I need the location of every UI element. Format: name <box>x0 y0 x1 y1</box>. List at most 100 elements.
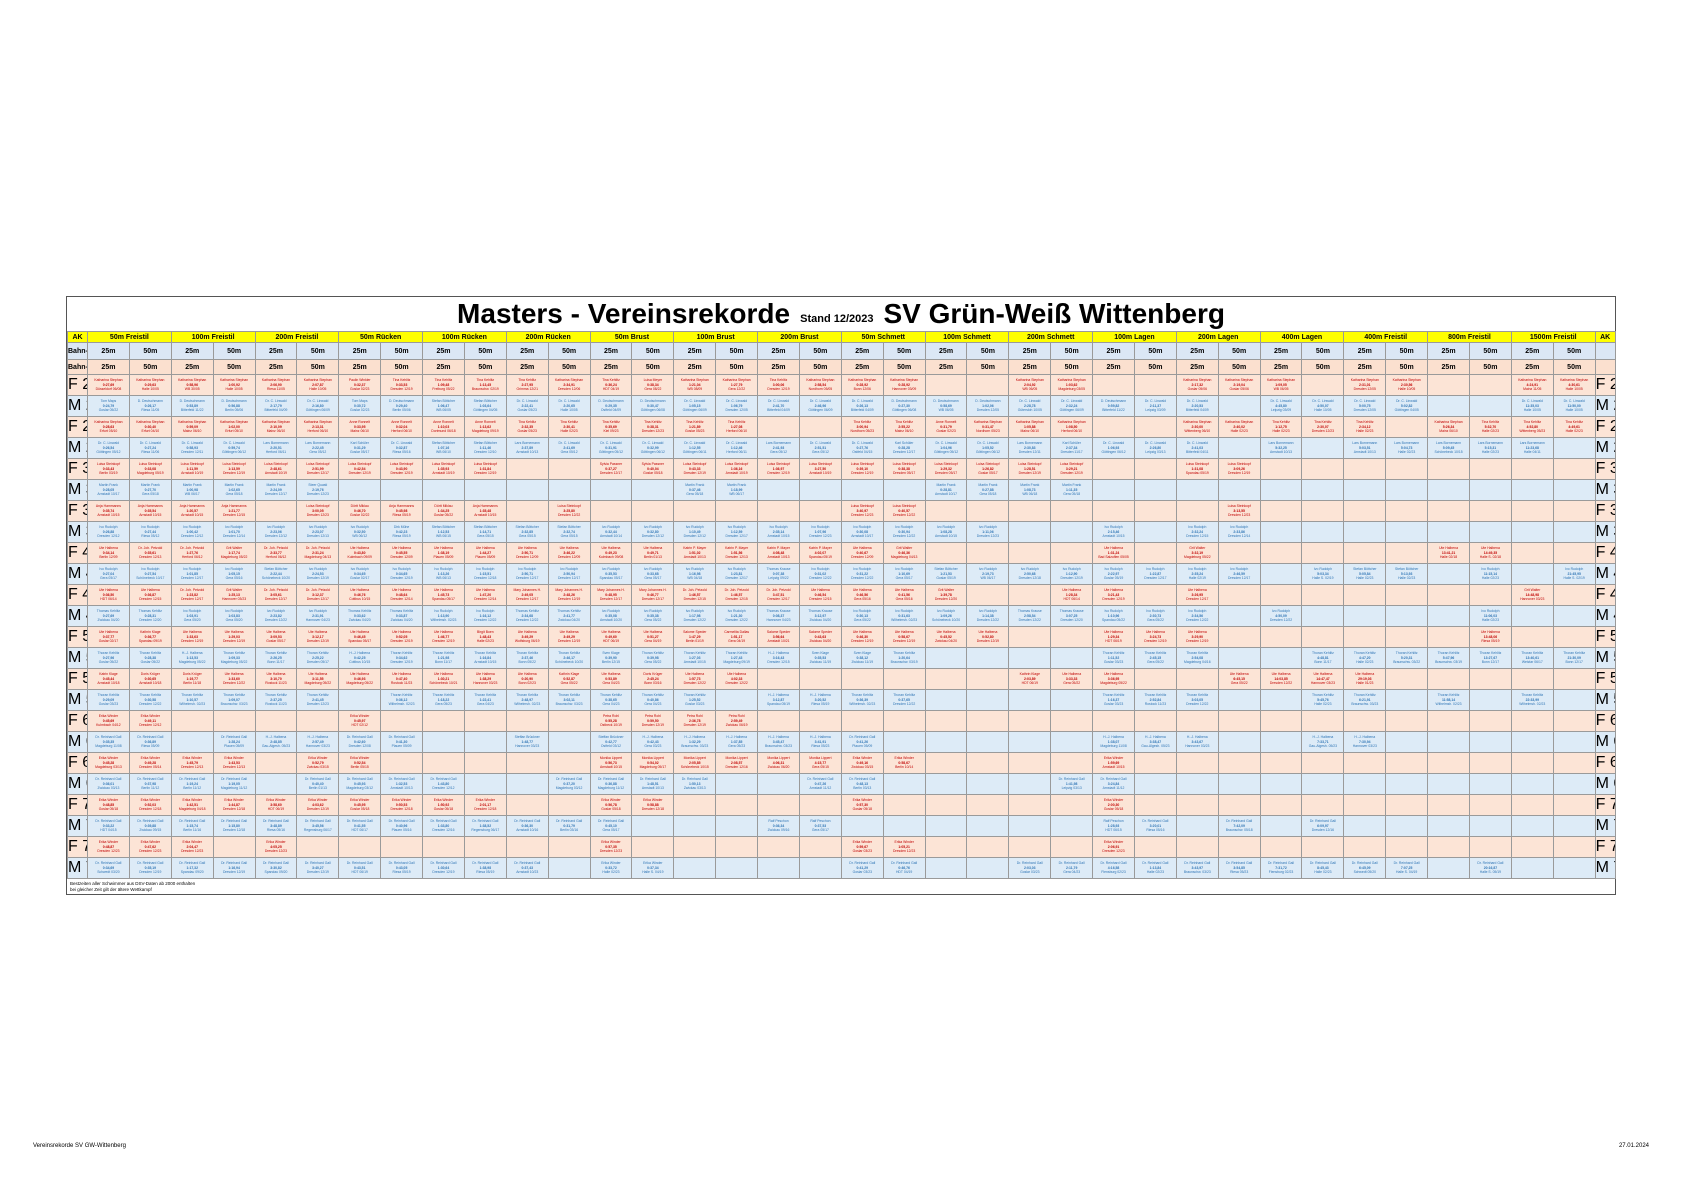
record-place: Dresden 12/19 <box>474 471 497 476</box>
record-cell <box>1385 668 1429 690</box>
record-place: Dresden 12/22 <box>976 618 1000 623</box>
record-time: 2:22,44 <box>270 571 282 576</box>
record-cell: Tina Kehlitz 0:33,53 Dresden 12/19 <box>380 374 424 396</box>
record-cell <box>1343 584 1387 606</box>
record-time: 0:26,54 <box>102 445 115 450</box>
record-name: Sven Klage <box>811 651 830 656</box>
record-cell: H.-J. Halbena 0:42,25 Cottbus 10/15 <box>338 647 382 669</box>
record-time: 1:38,52 <box>479 823 492 828</box>
record-cell: Tina Kehlitz 3:00,94 Nordhorn 05/23 <box>840 416 884 438</box>
record-cell: Katharina Stephan 1:03,62 Magdeburg 03/05 <box>1050 374 1094 396</box>
age-class-cell: M 70 <box>1594 815 1616 837</box>
record-cell: Dr. C. Linwald 5:02,82 Göttingen 04/05 <box>1385 395 1429 417</box>
record-name: D. Deutschmann <box>975 399 1001 404</box>
record-time: 0:31,22 <box>856 571 869 576</box>
record-cell: Dr. C. Linwald 0:26,13 Bitterfeld 04/09 <box>840 395 884 417</box>
record-time: 0:32,87 <box>395 445 408 450</box>
age-class-cell: F 55 <box>67 668 88 690</box>
record-cell: Luisa Steinkopf 1:26,82 Goslar 05/17 <box>966 458 1010 480</box>
record-time: 13:40,61 <box>1525 655 1539 660</box>
record-cell <box>1008 731 1052 753</box>
record-name: Mary Johannes H. <box>597 588 625 593</box>
record-name: Dr. Reinhard Gall <box>137 735 164 740</box>
record-cell: Luisa Steinkopf 0:40,57 Dresden 12/22 <box>882 500 926 522</box>
record-cell <box>1552 689 1596 711</box>
record-cell: Ivo Rudolph 2:24,53 Dresden 12/19 <box>296 563 340 585</box>
record-place: Goslar 05/22 <box>98 408 119 413</box>
record-place: Halle 10/05 <box>1398 387 1416 392</box>
record-place: Goslar 03/23 <box>685 702 705 707</box>
record-place: Düsseldorf 06/08 <box>95 387 122 392</box>
record-time: 4:05,25 <box>270 844 282 849</box>
record-cell <box>1552 752 1596 774</box>
record-time: 4:30,61 <box>1568 382 1580 387</box>
record-place: Dresden 12/12 <box>181 534 204 539</box>
record-time: 2:26,80 <box>1149 445 1162 450</box>
record-name: Dr. Reinhard Gall <box>472 861 499 866</box>
record-place: Hannover 03/23 <box>222 597 247 602</box>
record-place: Arnstadt 10/13 <box>641 786 664 791</box>
record-name: H.-J. Halbena <box>768 651 789 656</box>
record-time: 11:06,03 <box>1483 613 1498 618</box>
record-cell <box>1217 752 1261 774</box>
record-cell: Stefan Böttcher 2:32,85 Gera 05/15 <box>505 521 549 543</box>
record-place: Halle S. 02/19 <box>1563 576 1585 581</box>
lane-header: 25m <box>589 342 633 360</box>
record-cell: Tina Kehlitz 0:35,69 Kiel 09/23 <box>589 416 633 438</box>
record-cell: Stefan Böttcher 1:06,47 WB 06/05 <box>422 395 465 417</box>
record-time: 11:58,14 <box>1441 697 1456 702</box>
record-place: Arnstadt 10/15 <box>139 513 162 518</box>
age-class-cell: F 35 <box>1594 500 1616 522</box>
record-name: Katharina Stephan <box>261 420 290 425</box>
lane-header: 25m <box>338 359 382 375</box>
record-place: Gau-Algesh. 05/23 <box>1308 744 1338 749</box>
record-cell <box>1468 710 1512 732</box>
record-time: 0:34,69 <box>102 865 115 870</box>
lane-header: 25m <box>1427 342 1470 360</box>
record-cell: Erika Winder 0:45,95 Goslar 05/18 <box>338 794 382 816</box>
record-cell: Ivo Rudolph 1:13,26 WB 06/13 <box>422 563 465 585</box>
record-time: 0:36,88 <box>605 781 617 786</box>
record-name: Luisa Steinkopf <box>1185 462 1209 467</box>
record-name: Katharina Stephan <box>555 378 584 383</box>
record-name: Ivo Rudolph <box>1104 567 1123 572</box>
record-time: 8:45,43 <box>1317 865 1329 870</box>
record-place: Dresden 12/19 <box>222 471 246 476</box>
record-time: 2:06,91 <box>1107 844 1120 849</box>
record-name: H.-J. Halbena <box>1312 735 1334 740</box>
record-cell <box>1552 458 1596 480</box>
record-cell <box>1008 794 1052 816</box>
record-time: 1:26,82 <box>982 466 994 471</box>
record-cell: Erika Winder 1:50,92 Goslar 05/18 <box>422 794 465 816</box>
record-cell: Petra Rohl 0:59,50 Dresden 12/19 <box>631 710 675 732</box>
record-place: Halle 02/23 <box>1356 660 1374 665</box>
record-name: Dr. Reinhard Gall <box>1226 861 1253 866</box>
record-time: 0:47,26 <box>814 781 827 786</box>
record-place: Arnstadt 10/17 <box>851 534 874 539</box>
age-class-cell: F 40 <box>1594 542 1616 564</box>
record-cell: Monika Lippert 4:15,77 Gera 05/15 <box>798 752 842 774</box>
record-time: 0:46,70 <box>353 508 366 513</box>
record-name: Dr. Reinhard Gall <box>346 735 373 740</box>
lane-header: 25m <box>1092 342 1135 360</box>
record-cell: Thoran Kehlitz 3:03,05 Dresden 12/22 <box>1175 689 1219 711</box>
record-cell: D. Deutschmann 1:02,06 Dresden 12/05 <box>966 395 1010 417</box>
lane-header: 25m <box>1259 342 1303 360</box>
record-place: Schönebeck 10/21 <box>429 681 458 686</box>
record-name: Thoran Kehlitz <box>1102 651 1125 656</box>
record-cell <box>1133 773 1177 795</box>
record-cell: Thoran Kehlitz 1:21,98 Bonn 11/17 <box>422 647 465 669</box>
lane-header: 50m <box>715 359 759 375</box>
record-place: Dresden 12/23 <box>893 849 916 854</box>
record-cell: H.-J. Halbena 3:20,52 Riesa 05/19 <box>798 689 842 711</box>
record-cell: Erika Winder 2:01,17 Dresden 12/18 <box>463 794 507 816</box>
record-name: Dr. Joh. Petzold <box>180 588 205 593</box>
record-place: Zwickau 04/20 <box>809 618 832 623</box>
record-place: Gera 12/22 <box>728 387 746 392</box>
lane-header: 50m <box>1133 342 1177 360</box>
record-cell: Dr. Joh. Petzold 3:12,37 Dresden 12/17 <box>296 584 340 606</box>
record-name: Dr. Reinhard Gall <box>1351 861 1378 866</box>
record-time: 0:38,38 <box>898 466 910 471</box>
record-name: Ute Halbena <box>434 672 453 677</box>
